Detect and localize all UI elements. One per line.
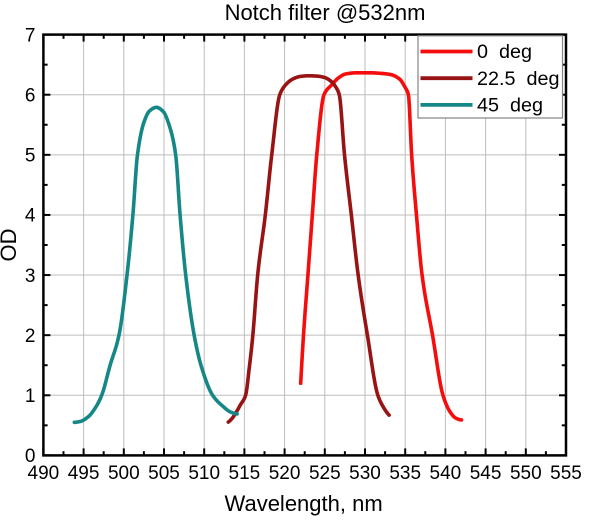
svg-text:505: 505: [148, 463, 180, 484]
svg-text:0: 0: [25, 446, 36, 467]
svg-text:1: 1: [25, 386, 36, 407]
svg-text:5: 5: [25, 146, 36, 167]
svg-text:530: 530: [349, 463, 381, 484]
svg-text:525: 525: [309, 463, 341, 484]
svg-text:2: 2: [25, 326, 36, 347]
svg-text:515: 515: [229, 463, 261, 484]
svg-text:520: 520: [269, 463, 301, 484]
svg-text:22.5 deg: 22.5 deg: [477, 68, 560, 90]
svg-text:550: 550: [510, 463, 542, 484]
svg-text:OD: OD: [0, 229, 21, 262]
svg-text:0 deg: 0 deg: [477, 41, 532, 63]
svg-text:4: 4: [25, 206, 36, 227]
svg-text:490: 490: [28, 463, 60, 484]
svg-text:Wavelength, nm: Wavelength, nm: [225, 491, 383, 516]
svg-text:495: 495: [68, 463, 100, 484]
svg-text:535: 535: [389, 463, 421, 484]
svg-text:545: 545: [470, 463, 502, 484]
svg-text:540: 540: [430, 463, 462, 484]
svg-text:7: 7: [25, 25, 36, 46]
svg-text:555: 555: [550, 463, 582, 484]
svg-text:45 deg: 45 deg: [477, 95, 543, 117]
svg-text:6: 6: [25, 86, 36, 107]
svg-text:3: 3: [25, 266, 36, 287]
svg-text:500: 500: [108, 463, 140, 484]
svg-text:510: 510: [188, 463, 220, 484]
svg-text:Notch filter @532nm: Notch filter @532nm: [225, 0, 426, 25]
